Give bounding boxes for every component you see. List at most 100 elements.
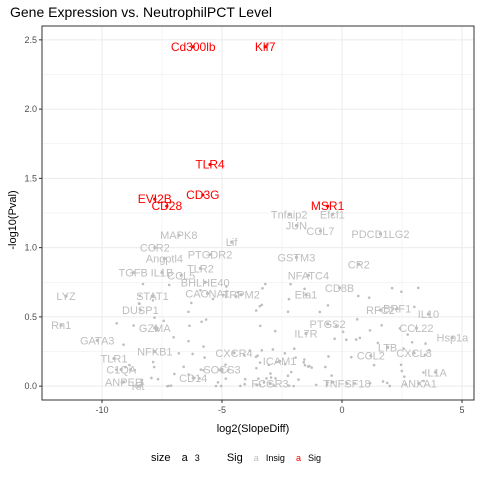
background-point xyxy=(239,384,242,388)
background-point xyxy=(410,341,414,344)
legend-sig-key: a xyxy=(295,453,301,464)
background-point xyxy=(155,328,159,332)
background-point xyxy=(191,352,194,356)
y-tick-label: 2.5 xyxy=(24,35,37,45)
background-point xyxy=(151,360,155,364)
background-point xyxy=(286,374,290,378)
point-label: LYZ xyxy=(56,291,76,303)
axes: -10 -5 0 5 0.0 0.5 1.0 1.5 2.0 2.5 xyxy=(24,25,475,415)
y-axis-title: -log10(Pval) xyxy=(7,190,19,249)
background-point xyxy=(372,363,376,367)
background-point xyxy=(344,338,348,342)
data-point xyxy=(203,280,207,284)
background-point xyxy=(166,384,169,388)
background-point xyxy=(258,383,262,387)
background-point xyxy=(188,324,191,328)
background-point xyxy=(275,360,279,364)
background-point xyxy=(190,301,193,305)
background-point xyxy=(274,377,277,380)
point-label: DUSP1 xyxy=(122,305,159,317)
x-tick-label: -10 xyxy=(95,405,108,415)
data-point xyxy=(369,354,373,358)
background-point xyxy=(422,379,425,383)
background-point xyxy=(114,368,118,371)
point-label: RFC2 xyxy=(366,305,395,317)
grid-lines xyxy=(42,26,474,400)
data-point xyxy=(395,306,399,311)
background-point xyxy=(413,305,416,309)
point-label: CCL22 xyxy=(399,323,433,335)
background-point xyxy=(273,329,277,333)
point-label: EVI2B xyxy=(138,192,172,206)
point-label: Tnfaip2 xyxy=(271,209,308,221)
point-label: ICAM1 xyxy=(263,356,297,368)
background-point xyxy=(254,355,258,359)
background-point xyxy=(423,353,427,357)
data-point xyxy=(417,381,421,385)
data-point xyxy=(179,273,183,277)
point-label: MAPK8 xyxy=(160,230,197,242)
background-point xyxy=(203,356,206,359)
background-point xyxy=(137,302,141,305)
background-point xyxy=(262,381,266,384)
background-point xyxy=(248,349,252,352)
x-tick-label: 0 xyxy=(339,405,344,415)
background-point xyxy=(254,309,258,312)
background-point xyxy=(353,382,357,385)
background-point xyxy=(235,295,238,298)
background-point xyxy=(140,381,144,385)
point-label: TLR2 xyxy=(187,263,214,275)
data-point xyxy=(278,359,282,363)
point-label: CXCR4 xyxy=(215,348,252,360)
background-point xyxy=(283,362,287,366)
background-point xyxy=(332,380,335,384)
data-point xyxy=(232,351,236,355)
background-point xyxy=(122,343,125,346)
data-point xyxy=(153,246,157,250)
point-label: STAT1 xyxy=(136,291,169,303)
point-label: IL7R xyxy=(294,329,317,341)
background-point xyxy=(271,348,275,351)
background-point xyxy=(303,287,306,291)
data-point xyxy=(191,376,195,380)
background-point xyxy=(416,286,420,290)
data-point xyxy=(119,367,123,372)
data-point xyxy=(191,45,195,49)
background-point xyxy=(128,363,131,367)
data-point xyxy=(150,294,154,298)
plot-panel-border xyxy=(41,25,475,401)
data-point xyxy=(230,240,234,244)
data-point xyxy=(206,291,210,295)
point-label: Cd300lb xyxy=(171,40,216,54)
background-point xyxy=(302,361,306,364)
legend-size-value: 3 xyxy=(194,453,200,464)
data-point xyxy=(287,212,291,216)
data-point xyxy=(198,266,202,271)
y-tick-label: 1.0 xyxy=(24,243,37,253)
legend-size-key: a xyxy=(181,452,188,465)
point-label: ANPEP xyxy=(105,377,142,389)
background-point xyxy=(368,329,372,332)
background-point xyxy=(358,336,362,340)
point-label: GZMA xyxy=(139,323,171,335)
data-point xyxy=(177,233,181,237)
data-point xyxy=(153,197,157,201)
point-label: TRPM2 xyxy=(223,290,260,302)
background-point xyxy=(388,384,392,388)
data-point xyxy=(304,293,308,297)
background-point xyxy=(115,322,119,325)
background-point xyxy=(236,290,240,294)
background-point xyxy=(380,323,383,327)
point-label: NFATC4 xyxy=(288,270,329,282)
background-point xyxy=(139,384,143,387)
background-point xyxy=(216,381,220,384)
data-point xyxy=(378,308,382,312)
point-label: CCR2 xyxy=(140,243,170,255)
background-point xyxy=(243,382,246,386)
legend-sig-label: Sig xyxy=(308,453,322,464)
point-label: IL1A xyxy=(424,367,447,379)
point-label: TGFB xyxy=(119,268,148,280)
data-point xyxy=(153,326,157,330)
point-label: TLR1 xyxy=(101,353,128,365)
